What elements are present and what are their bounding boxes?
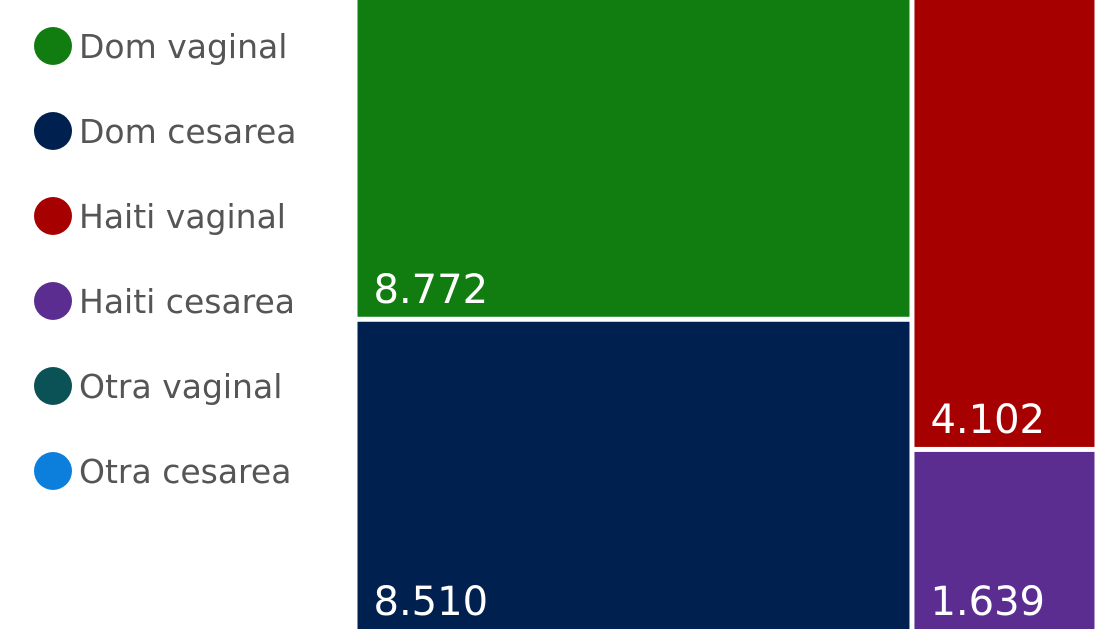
legend-label-otra-vaginal: Otra vaginal <box>79 366 283 406</box>
treemap-tile-dom-vaginal[interactable] <box>357 0 910 317</box>
legend-label-otra-cesarea: Otra cesarea <box>79 451 292 491</box>
treemap-tile-haiti-cesarea[interactable] <box>914 451 1095 629</box>
legend-item-haiti-cesarea[interactable]: Haiti cesarea <box>34 275 295 327</box>
treemap-tile-haiti-vaginal[interactable] <box>914 0 1095 447</box>
legend-label-haiti-cesarea: Haiti cesarea <box>79 281 296 321</box>
legend-swatch-haiti-cesarea <box>34 282 72 320</box>
legend-swatch-dom-vaginal <box>34 27 72 65</box>
legend-swatch-otra-vaginal <box>34 367 72 405</box>
legend-item-dom-vaginal[interactable]: Dom vaginal <box>34 20 287 72</box>
treemap-tile-dom-cesarea[interactable] <box>357 321 910 629</box>
legend-label-haiti-vaginal: Haiti vaginal <box>79 196 286 236</box>
legend-item-otra-cesarea[interactable]: Otra cesarea <box>34 445 291 497</box>
legend-swatch-otra-cesarea <box>34 452 72 490</box>
legend-label-dom-vaginal: Dom vaginal <box>79 26 288 66</box>
legend-swatch-haiti-vaginal <box>34 197 72 235</box>
data-label-haiti-cesarea: 1.639 <box>930 579 1045 625</box>
legend-item-otra-vaginal[interactable]: Otra vaginal <box>34 360 282 412</box>
legend-item-haiti-vaginal[interactable]: Haiti vaginal <box>34 190 286 242</box>
data-label-dom-vaginal: 8.772 <box>374 267 489 313</box>
legend-item-dom-cesarea[interactable]: Dom cesarea <box>34 105 296 157</box>
data-label-haiti-vaginal: 4.102 <box>930 397 1045 443</box>
legend-swatch-dom-cesarea <box>34 112 72 150</box>
data-label-dom-cesarea: 8.510 <box>374 579 489 625</box>
legend-label-dom-cesarea: Dom cesarea <box>79 111 297 151</box>
